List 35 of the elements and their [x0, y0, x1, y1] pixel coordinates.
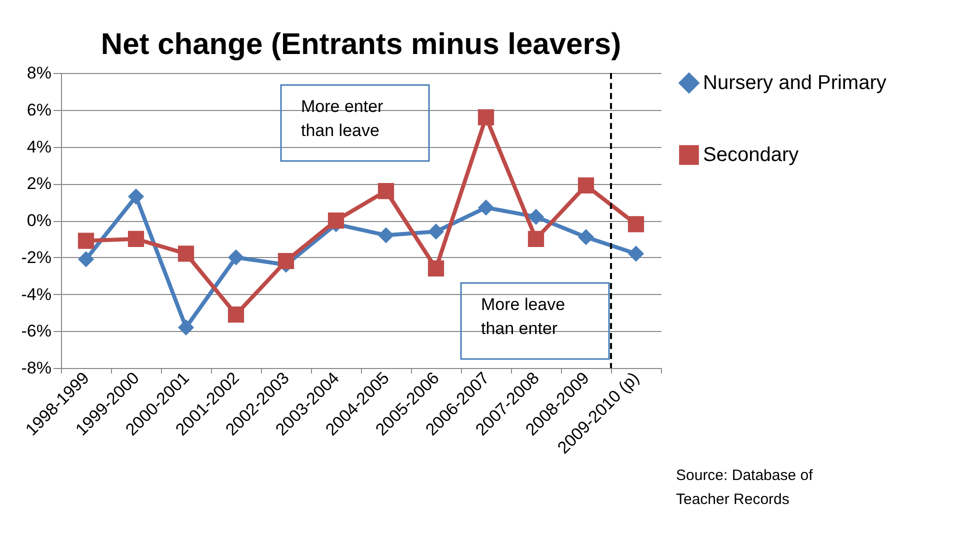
y-tick-label: 8% [26, 64, 52, 82]
point [128, 188, 144, 205]
point [478, 200, 494, 216]
y-tick-label: 0% [26, 211, 52, 230]
source-note: Source: Database of Teacher Records [676, 467, 814, 508]
point [178, 319, 194, 336]
point [428, 224, 444, 240]
y-tick-label: 6% [26, 100, 52, 120]
chart-title: Net change (Entrants minus leavers) [100, 28, 622, 61]
point [378, 227, 394, 244]
point [78, 251, 94, 268]
y-tick-label: -6% [21, 322, 52, 341]
point [478, 109, 494, 126]
y-tick-label: -2% [21, 248, 52, 267]
point [628, 246, 644, 262]
point [628, 216, 644, 232]
point [378, 182, 394, 200]
y-tick-label: 2% [26, 174, 52, 194]
legend-label: Secondary [703, 144, 799, 166]
point [128, 230, 144, 247]
y-tick-label: -8% [21, 358, 52, 378]
point [428, 260, 444, 276]
point [228, 306, 244, 323]
y-tick-label: 4% [26, 137, 52, 156]
point [178, 246, 194, 262]
point [578, 177, 594, 194]
legend-label: Nursery and Primary [703, 72, 886, 94]
annotation: More leave than enter [481, 295, 566, 338]
annotation: More enter than leave [301, 97, 384, 140]
point [228, 249, 244, 266]
point [528, 230, 544, 247]
y-tick-label: -4% [21, 284, 52, 304]
point [578, 229, 594, 246]
point [528, 208, 544, 225]
point [78, 232, 94, 249]
